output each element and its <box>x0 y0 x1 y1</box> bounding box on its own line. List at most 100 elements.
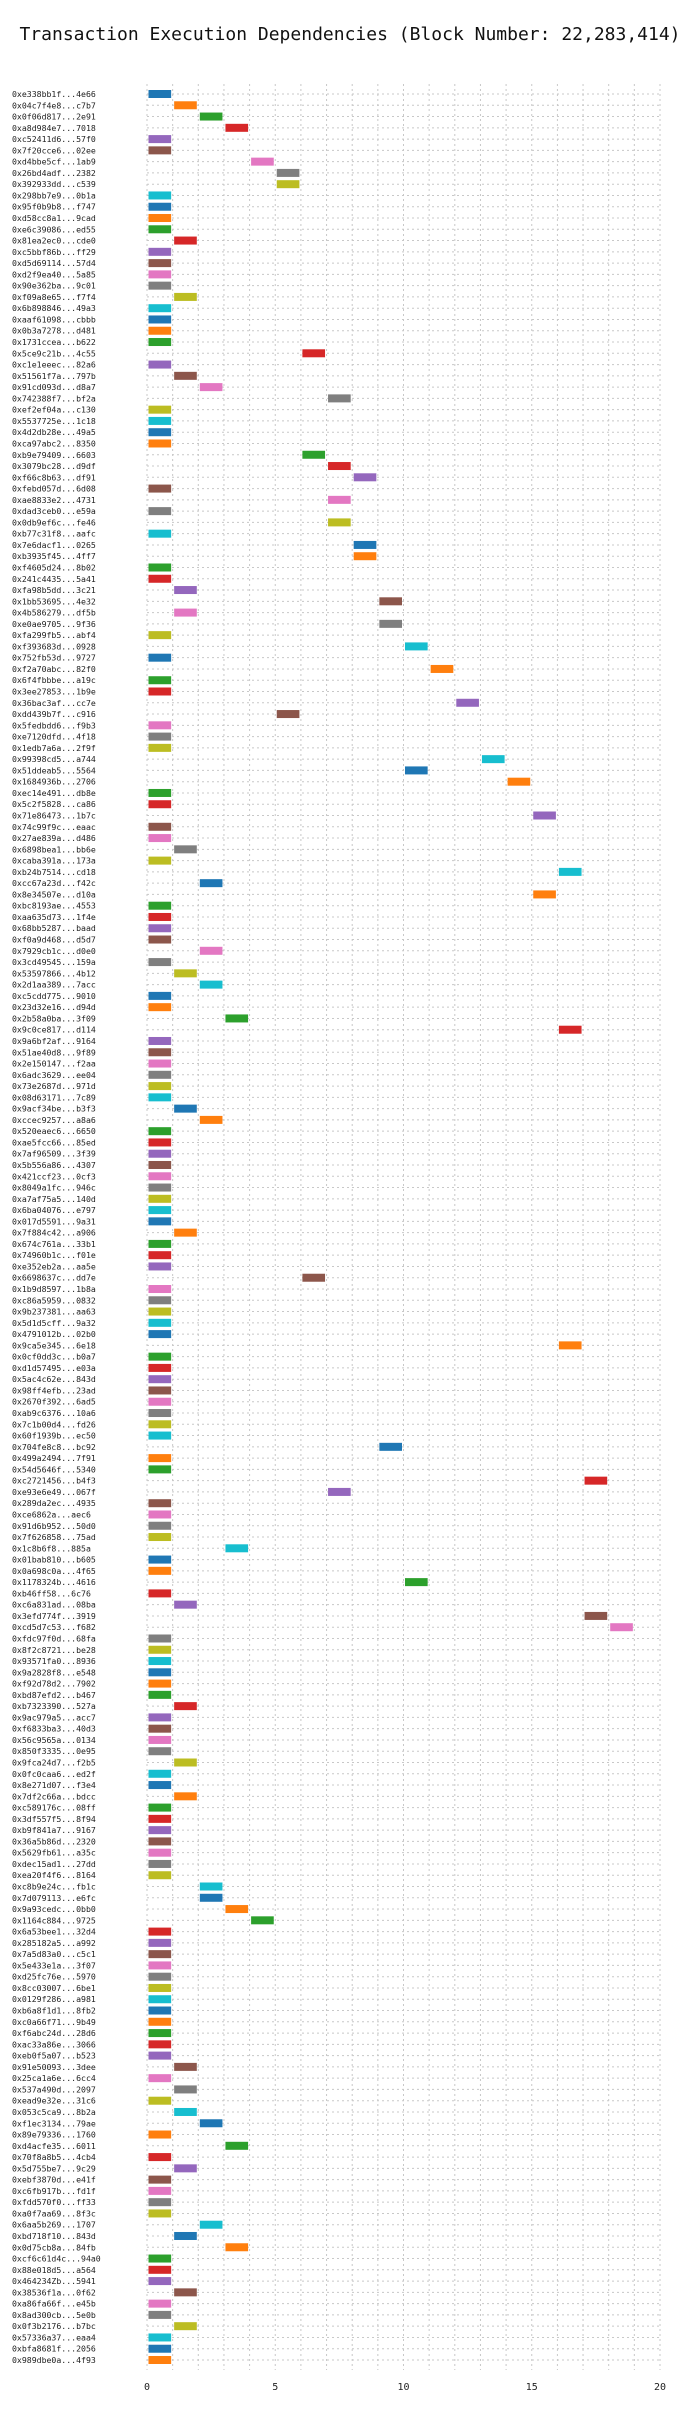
bar-32 <box>302 450 326 459</box>
tx-label-16: 0xd2f9ea40...5a85 <box>12 269 96 279</box>
bar-98 <box>148 1194 172 1203</box>
tx-label-126: 0xce6862a...aec6 <box>12 1509 91 1519</box>
bar-185 <box>148 2175 172 2184</box>
bar-173 <box>148 2040 172 2049</box>
bar-168 <box>148 1983 172 1992</box>
bar-66 <box>148 834 172 843</box>
bar-2 <box>199 112 223 121</box>
tx-label-157: 0xdec15ad1...27dd <box>12 1859 96 1869</box>
bar-180 <box>199 2119 223 2128</box>
tx-label-80: 0xc5cdd775...9010 <box>12 991 96 1001</box>
tx-label-158: 0xea20f4f6...8164 <box>12 1870 96 1880</box>
tx-label-93: 0xae5fcc66...85ed <box>12 1137 96 1147</box>
bar-13 <box>174 236 197 245</box>
tx-label-7: 0x26bd4adf...2382 <box>12 168 96 178</box>
tx-label-197: 0x8ad300cb...5e0b <box>12 2310 96 2320</box>
x-axis-ticks: 0 5 10 15 20 <box>144 2382 666 2393</box>
tx-label-0: 0xe338bb1f...4e66 <box>12 89 96 99</box>
tx-label-22: 0x1731ccea...b622 <box>12 337 96 347</box>
bar-145 <box>148 1724 172 1733</box>
x-tick-label-1: 5 <box>272 2382 278 2393</box>
bar-139 <box>148 1657 172 1666</box>
bar-51 <box>430 664 454 673</box>
bar-112 <box>148 1352 172 1361</box>
bar-157 <box>148 1859 172 1868</box>
bar-3 <box>225 123 249 132</box>
bar-149 <box>148 1769 172 1778</box>
tx-label-4: 0xc52411d6...57f0 <box>12 134 96 144</box>
bar-181 <box>148 2130 172 2139</box>
bar-58 <box>148 743 172 752</box>
bar-133 <box>148 1589 172 1598</box>
tx-label-75: 0xf0a9d468...d5d7 <box>12 935 96 945</box>
bar-53 <box>148 687 172 696</box>
tx-label-9: 0x298bb7e9...0b1a <box>12 190 96 200</box>
bar-152 <box>148 1803 172 1812</box>
tx-label-144: 0x9ac979a5...acc7 <box>12 1712 96 1722</box>
bar-43 <box>148 574 172 583</box>
bar-121 <box>148 1454 172 1463</box>
bar-96 <box>148 1172 172 1181</box>
bar-62 <box>148 788 172 797</box>
tx-label-5: 0x7f20cce6...02ee <box>12 145 96 155</box>
bar-82 <box>225 1014 249 1023</box>
tx-label-150: 0x8e271d07...f3e4 <box>12 1780 96 1790</box>
tx-label-133: 0xb46ff58...6c76 <box>12 1588 91 1598</box>
bar-195 <box>174 2288 197 2297</box>
bar-104 <box>148 1262 172 1271</box>
tx-label-191: 0x0d75cb8a...84fb <box>12 2242 96 2252</box>
tx-label-135: 0x3efd774f...3919 <box>12 1611 96 1621</box>
tx-label-50: 0x752fb53d...9727 <box>12 653 96 663</box>
bar-33 <box>328 462 351 471</box>
tx-label-49: 0xf393683d...0928 <box>12 641 96 651</box>
x-tick-label-3: 15 <box>526 2382 538 2393</box>
tx-label-148: 0x9fca24d7...f2b5 <box>12 1757 96 1767</box>
bar-87 <box>148 1070 172 1079</box>
tx-label-12: 0xe6c39086...ed55 <box>12 224 96 234</box>
tx-label-34: 0xf66c8b63...df91 <box>12 472 96 482</box>
tx-label-141: 0xf92d78d2...7902 <box>12 1679 96 1689</box>
tx-label-117: 0xab9c6376...10a6 <box>12 1408 96 1418</box>
tx-label-10: 0x95f0b9b8...f747 <box>12 202 96 212</box>
bar-174 <box>148 2051 172 2060</box>
tx-label-30: 0x4d2db28e...49a5 <box>12 427 96 437</box>
bar-150 <box>148 1781 172 1790</box>
tx-label-71: 0x8e34507e...d10a <box>12 889 96 899</box>
bar-67 <box>174 845 197 854</box>
bar-75 <box>148 935 172 944</box>
bar-131 <box>148 1566 172 1575</box>
bar-120 <box>379 1442 402 1451</box>
bar-5 <box>148 146 172 155</box>
tx-label-51: 0xf2a70abc...82f0 <box>12 664 96 674</box>
bar-116 <box>148 1397 172 1406</box>
bar-97 <box>148 1183 172 1192</box>
tx-label-108: 0x9b237381...aa63 <box>12 1307 96 1317</box>
bar-132 <box>405 1578 428 1587</box>
bar-84 <box>148 1036 172 1045</box>
bar-56 <box>148 721 172 730</box>
bar-101 <box>174 1228 197 1237</box>
tx-label-102: 0x674c761a...33b1 <box>12 1239 96 1249</box>
bar-163 <box>148 1927 172 1936</box>
bar-110 <box>148 1330 172 1339</box>
tx-label-163: 0x6a53bee1...32d4 <box>12 1927 96 1937</box>
bar-198 <box>174 2322 197 2331</box>
tx-label-151: 0x7df2c66a...bdcc <box>12 1791 96 1801</box>
bar-194 <box>148 2277 172 2286</box>
bar-88 <box>148 1082 172 1091</box>
bar-199 <box>148 2333 172 2342</box>
bar-196 <box>148 2299 172 2308</box>
bar-161 <box>225 1905 249 1914</box>
bar-31 <box>148 439 172 448</box>
bar-12 <box>148 225 172 234</box>
tx-label-23: 0x5ce9c21b...4c55 <box>12 348 96 358</box>
bar-40 <box>353 540 377 549</box>
tx-label-118: 0x7c1b00d4...fd26 <box>12 1419 96 1429</box>
tx-label-169: 0x0129f286...a981 <box>12 1994 96 2004</box>
bar-72 <box>148 901 172 910</box>
bar-81 <box>148 1003 172 1012</box>
bar-141 <box>148 1679 172 1688</box>
bar-90 <box>174 1104 197 1113</box>
tx-label-39: 0xb77c31f8...aafc <box>12 529 96 539</box>
bar-54 <box>456 698 479 707</box>
